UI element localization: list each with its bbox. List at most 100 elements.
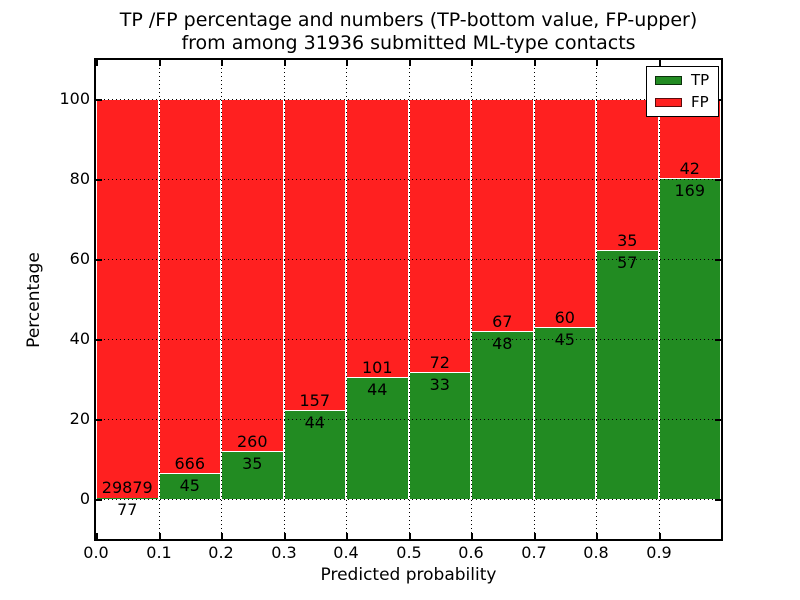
bar-column — [158, 99, 221, 499]
bar-segment-fp — [284, 99, 345, 411]
gridline-vertical — [596, 60, 597, 539]
bar-segment-tp — [472, 332, 533, 499]
x-tick-mark-top — [471, 60, 473, 66]
y-tick-mark — [96, 259, 102, 261]
x-tick-mark — [284, 533, 286, 539]
gridline-horizontal — [96, 419, 721, 420]
gridline-horizontal — [96, 99, 721, 100]
gridline-vertical — [284, 60, 285, 539]
chart-title-line1: TP /FP percentage and numbers (TP-bottom… — [119, 9, 698, 31]
bar-column — [596, 99, 659, 499]
bar-segment-tp — [597, 251, 658, 499]
bar-value-label-tp: 35 — [242, 454, 263, 473]
bar-value-label-fp: 67 — [492, 312, 513, 331]
x-tick-mark-top — [96, 60, 98, 66]
y-tick-label: 60 — [69, 249, 90, 268]
bar-value-label-fp: 101 — [361, 358, 393, 377]
chart-title-line2: from among 31936 submitted ML-type conta… — [181, 32, 636, 54]
bar-value-label-tp: 44 — [367, 380, 388, 399]
bar-segment-fp — [534, 99, 595, 328]
bar-segment-tp — [159, 474, 220, 499]
x-tick-mark-top — [346, 60, 348, 66]
legend: TP FP — [646, 66, 720, 117]
bar-segment-fp — [472, 99, 533, 332]
bar-segment-fp — [222, 99, 283, 452]
y-tick-mark-right — [715, 499, 721, 501]
x-tick-mark-top — [534, 60, 536, 66]
bar-column — [221, 99, 284, 499]
bar-value-label-fp: 666 — [174, 454, 206, 473]
bar-value-label-fp: 60 — [554, 308, 575, 327]
bar-column — [471, 99, 534, 499]
bar-value-label-tp: 45 — [554, 330, 575, 349]
legend-entry-fp: FP — [655, 95, 709, 110]
bar-value-label-tp: 45 — [179, 476, 200, 495]
y-tick-mark-right — [715, 259, 721, 261]
bar-value-label-fp: 35 — [617, 231, 638, 250]
y-tick-mark — [96, 99, 102, 101]
gridline-vertical — [159, 60, 160, 539]
bar-segment-tp — [409, 373, 470, 499]
tp-color-swatch — [655, 76, 682, 85]
y-tick-label: 0 — [79, 489, 90, 508]
bar-value-label-tp: 169 — [674, 181, 706, 200]
bar-segment-fp — [97, 99, 158, 498]
x-tick-mark-top — [596, 60, 598, 66]
x-tick-label: 0.6 — [458, 543, 484, 562]
bar-segment-fp — [597, 99, 658, 251]
x-tick-mark — [159, 533, 161, 539]
bar-value-label-tp: 44 — [304, 413, 325, 432]
plot-area: 29879 77 666 45 260 35 157 44 101 44 72 33 67 48 60 45 3… — [94, 58, 723, 541]
x-axis-label: Predicted probability — [320, 565, 497, 585]
legend-label-fp: FP — [691, 93, 709, 111]
bar-segment-tp — [534, 328, 595, 499]
y-tick-mark — [96, 419, 102, 421]
x-tick-label: 0.4 — [333, 543, 359, 562]
legend-label-tp: TP — [691, 71, 710, 89]
gridline-vertical — [346, 60, 347, 539]
legend-entry-tp: TP — [655, 73, 709, 88]
y-tick-mark-right — [715, 339, 721, 341]
y-tick-label: 20 — [69, 409, 90, 428]
bar-value-label-tp: 77 — [117, 500, 138, 519]
bar-segment-tp — [222, 452, 283, 499]
bar-column — [346, 99, 409, 499]
gridline-horizontal — [96, 259, 721, 260]
bar-segment-fp — [159, 99, 220, 474]
x-tick-mark — [409, 533, 411, 539]
bar-value-label-fp: 72 — [429, 353, 450, 372]
x-tick-mark — [534, 533, 536, 539]
y-tick-mark-right — [715, 179, 721, 181]
bar-segment-tp — [97, 498, 158, 499]
x-tick-label: 0.8 — [583, 543, 609, 562]
bar-value-label-fp: 42 — [679, 159, 700, 178]
y-tick-label: 40 — [69, 329, 90, 348]
bar-value-label-tp: 57 — [617, 253, 638, 272]
x-tick-mark — [471, 533, 473, 539]
gridline-horizontal — [96, 339, 721, 340]
gridline-vertical — [534, 60, 535, 539]
bar-segment-fp — [409, 99, 470, 373]
x-tick-mark — [346, 533, 348, 539]
gridline-horizontal — [96, 499, 721, 500]
y-tick-mark — [96, 339, 102, 341]
bar-segment-fp — [347, 99, 408, 378]
gridline-vertical — [221, 60, 222, 539]
x-tick-label: 0.2 — [208, 543, 234, 562]
x-tick-label: 0.3 — [271, 543, 297, 562]
x-tick-mark — [596, 533, 598, 539]
y-tick-mark-right — [715, 419, 721, 421]
y-tick-mark — [96, 179, 102, 181]
x-tick-mark — [221, 533, 223, 539]
x-tick-label: 0.9 — [646, 543, 672, 562]
x-tick-mark-top — [409, 60, 411, 66]
bar-column — [283, 99, 346, 499]
gridline-vertical — [659, 60, 660, 539]
x-tick-mark-top — [159, 60, 161, 66]
bar-segment-tp — [284, 411, 345, 499]
bar-column — [408, 99, 471, 499]
gridline-vertical — [409, 60, 410, 539]
x-tick-mark — [96, 533, 98, 539]
bar-value-label-fp: 29879 — [101, 478, 153, 497]
